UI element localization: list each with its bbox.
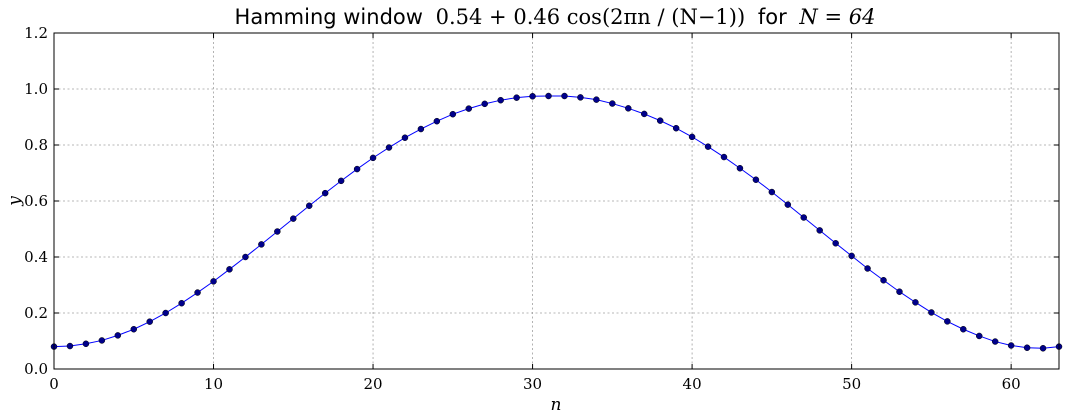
- data-point: [545, 92, 552, 100]
- series-line: [53, 95, 1060, 349]
- data-point: [1007, 342, 1015, 349]
- data-point: [401, 134, 409, 141]
- data-point: [178, 299, 185, 307]
- data-point: [433, 117, 441, 125]
- y-tick-label: 0.8: [24, 136, 48, 154]
- data-point: [529, 93, 536, 100]
- data-point: [816, 227, 823, 234]
- data-point: [577, 94, 584, 101]
- data-point: [848, 252, 855, 260]
- data-point: [991, 338, 999, 345]
- data-point: [1039, 345, 1047, 352]
- data-point: [736, 164, 744, 172]
- grid: [53, 32, 1059, 370]
- x-tick-label: 0: [49, 375, 59, 393]
- data-point: [800, 214, 808, 221]
- data-point: [561, 92, 568, 100]
- data-point: [656, 117, 664, 124]
- data-point: [385, 144, 393, 151]
- data-point: [960, 325, 967, 333]
- data-point: [305, 202, 313, 210]
- data-point: [688, 133, 696, 141]
- data-point: [481, 100, 488, 108]
- data-point: [321, 189, 329, 197]
- x-axis-label: n: [551, 395, 562, 415]
- data-point: [896, 288, 903, 295]
- data-point: [449, 110, 457, 118]
- data-point: [194, 289, 201, 296]
- data-point: [130, 325, 138, 333]
- y-tick-label: 0.6: [24, 192, 48, 210]
- data-point: [82, 340, 90, 348]
- data-point: [593, 96, 600, 103]
- data-point: [975, 332, 983, 340]
- data-point: [417, 125, 425, 133]
- data-point: [369, 154, 377, 162]
- data-point: [242, 253, 249, 261]
- x-tick-label: 40: [683, 375, 702, 393]
- data-point: [704, 143, 712, 150]
- axis-ticks: 0 10 20 30 40 50 60 0.0 0.2 0.4 0.6 0.8 1.0 1.2: [24, 24, 1059, 393]
- y-tick-label: 1.2: [24, 24, 48, 42]
- data-point: [672, 124, 680, 132]
- y-axis-label: y: [5, 196, 25, 207]
- data-point: [98, 337, 106, 344]
- data-point: [497, 96, 504, 104]
- chart-title: Hamming window 0.54 + 0.46 cos(2πn / (N−…: [235, 5, 876, 29]
- data-point: [928, 309, 935, 316]
- data-point: [274, 228, 281, 235]
- data-point: [625, 105, 632, 112]
- y-tick-label: 0.2: [24, 304, 48, 322]
- data-point: [1023, 344, 1031, 351]
- data-point: [162, 309, 169, 317]
- title-param: N = 64: [798, 5, 875, 29]
- data-point: [290, 215, 297, 222]
- data-point: [226, 266, 233, 273]
- series-group: [50, 92, 1063, 352]
- y-tick-label: 0.0: [24, 360, 48, 378]
- data-point: [752, 176, 760, 183]
- x-tick-label: 10: [204, 375, 223, 393]
- data-point: [912, 299, 919, 306]
- data-point: [465, 105, 473, 112]
- data-point: [944, 318, 951, 325]
- data-point: [146, 318, 153, 325]
- data-point: [66, 342, 74, 350]
- data-point: [114, 332, 122, 339]
- x-tick-label: 60: [1002, 375, 1021, 393]
- data-point: [720, 153, 728, 161]
- plot-frame: [53, 32, 1060, 370]
- data-point: [258, 241, 265, 248]
- y-tick-label: 1.0: [24, 80, 48, 98]
- title-mid: for: [758, 5, 787, 29]
- x-tick-label: 50: [842, 375, 861, 393]
- title-prefix: Hamming window: [235, 5, 423, 29]
- data-point: [880, 276, 887, 284]
- x-tick-label: 20: [364, 375, 383, 393]
- data-point: [609, 100, 616, 107]
- data-point: [832, 240, 839, 247]
- data-point: [337, 177, 345, 185]
- data-point: [768, 188, 776, 196]
- x-tick-label: 30: [523, 375, 542, 393]
- data-point: [353, 165, 361, 173]
- title-formula: 0.54 + 0.46 cos(2πn / (N−1)): [436, 5, 746, 29]
- data-point: [513, 94, 520, 101]
- data-point: [640, 110, 648, 118]
- data-point: [784, 201, 792, 208]
- data-point: [210, 278, 217, 285]
- data-point: [864, 265, 871, 272]
- y-tick-label: 0.4: [24, 248, 48, 266]
